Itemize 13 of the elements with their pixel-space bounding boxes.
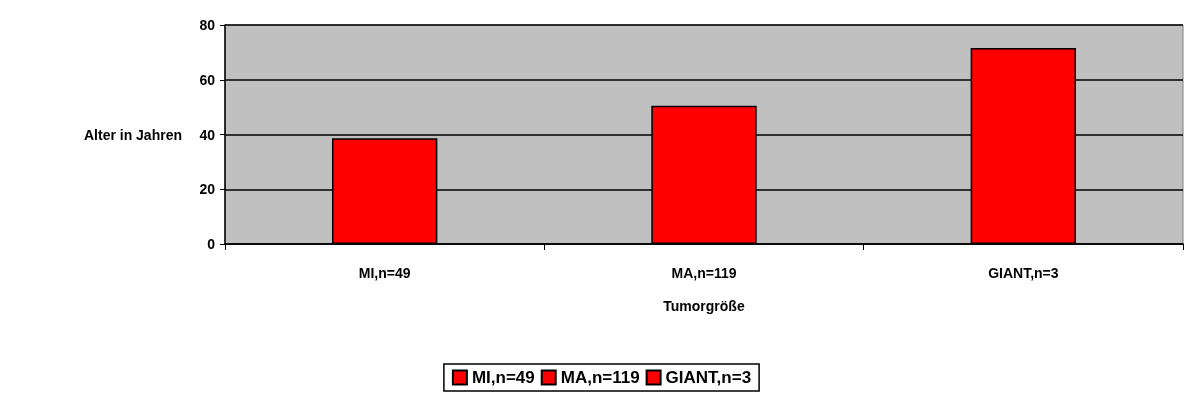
- y-tick-label: 0: [207, 236, 216, 252]
- y-axis-title: Alter in Jahren: [83, 126, 182, 143]
- y-tick-label: 60: [199, 71, 216, 88]
- x-tick-label: MA,n=119: [671, 265, 737, 281]
- x-tick-label: GIANT,n=3: [988, 265, 1059, 281]
- x-tick-label: MI,n=49: [358, 265, 411, 281]
- y-tick-label: 40: [199, 126, 216, 143]
- y-tick-label: 20: [199, 181, 216, 198]
- legend-label: GIANT,n=3: [665, 368, 752, 387]
- x-axis-title: Tumorgröße: [663, 298, 745, 314]
- legend-label: MI,n=49: [471, 368, 535, 387]
- legend-label: MA,n=119: [560, 368, 640, 387]
- y-tick-label: 80: [199, 17, 216, 33]
